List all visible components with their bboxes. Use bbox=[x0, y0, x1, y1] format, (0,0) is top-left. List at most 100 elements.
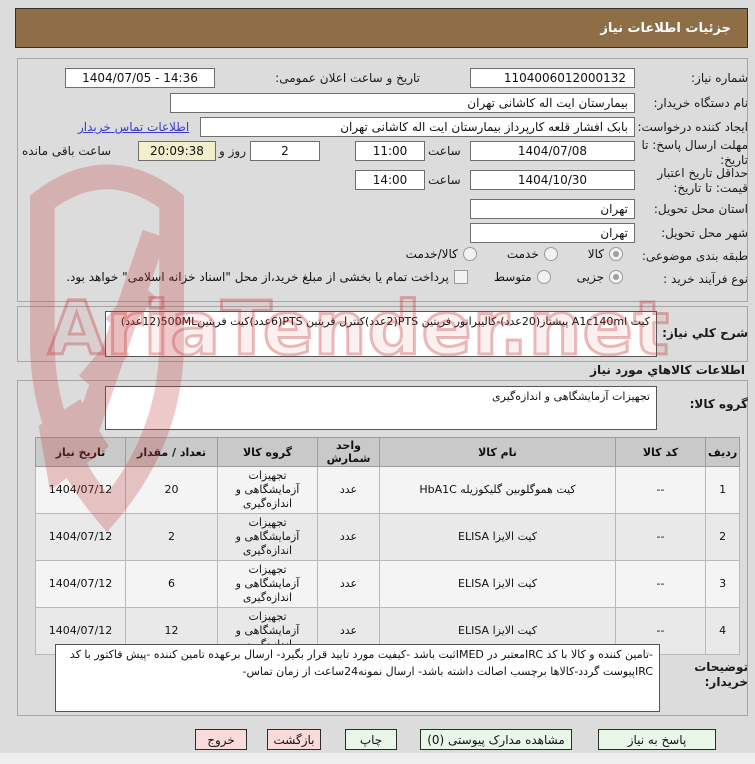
cell-need-date: 1404/07/12 bbox=[35, 560, 126, 608]
radio-goods-icon[interactable] bbox=[609, 247, 623, 261]
items-table: ردیف کد کالا نام کالا واحد شمارش گروه کا… bbox=[35, 437, 741, 655]
bottom-strip bbox=[0, 753, 755, 764]
goods-group-textarea[interactable]: تجهیزات آزمایشگاهی و اندازه‌گیری bbox=[105, 386, 657, 430]
page-title: جزئیات اطلاعات نیاز bbox=[600, 20, 731, 36]
treasury-checkbox-icon[interactable] bbox=[453, 270, 468, 284]
delivery-city-field[interactable]: تهران bbox=[470, 223, 635, 243]
cell-item-code: -- bbox=[615, 513, 706, 561]
radio-goods-service-icon[interactable] bbox=[462, 247, 477, 261]
radio-goods-label: کالا bbox=[587, 247, 604, 261]
hours-remaining-label: ساعت باقی مانده bbox=[22, 144, 112, 158]
validity-hour-label: ساعت bbox=[428, 173, 461, 187]
view-attached-docs-button[interactable]: مشاهده مدارک پیوستی (0) bbox=[420, 729, 572, 750]
table-row: 3 -- کیت الایزا ELISA عدد تجهیزات آزمایش… bbox=[35, 560, 741, 608]
need-summary-textarea[interactable]: کیت A1c140ml پیشتاز(20عدد)-کالیبراتور فر… bbox=[105, 311, 657, 357]
radio-minor-icon[interactable] bbox=[609, 270, 623, 284]
radio-option-minor[interactable]: جزیی bbox=[577, 270, 623, 284]
cell-quantity: 2 bbox=[125, 513, 218, 561]
page-title-bar: جزئیات اطلاعات نیاز bbox=[15, 8, 748, 48]
classification-options: کالا خدمت کالا/خدمت bbox=[406, 247, 623, 261]
deadline-hour-label: ساعت bbox=[428, 144, 461, 158]
need-number-field[interactable]: 1104006012000132 bbox=[470, 68, 635, 88]
table-row: 1 -- کیت هموگلوبین گلیکوزیله HbA1C عدد ت… bbox=[35, 466, 741, 514]
need-number-label: شماره نیاز: bbox=[691, 71, 748, 85]
days-remaining-field: 2 bbox=[250, 141, 320, 161]
radio-option-service[interactable]: خدمت bbox=[507, 247, 558, 261]
cell-item-code: -- bbox=[615, 560, 706, 608]
cell-row-number: 3 bbox=[704, 560, 741, 608]
radio-service-icon[interactable] bbox=[543, 247, 558, 261]
radio-service-label: خدمت bbox=[506, 247, 539, 261]
cell-quantity: 6 bbox=[125, 560, 218, 608]
deadline-time-field[interactable]: 11:00 bbox=[355, 141, 425, 161]
radio-option-goods[interactable]: کالا bbox=[588, 247, 623, 261]
cell-need-date: 1404/07/12 bbox=[35, 513, 126, 561]
process-type-label: نوع فرآیند خرید : bbox=[663, 272, 748, 286]
buyer-notes-textarea[interactable]: -تامین کننده و کالا با کد IRCمعتبر در IM… bbox=[55, 644, 660, 712]
delivery-city-label: شهر محل تحویل: bbox=[661, 226, 748, 240]
classification-label: طبقه بندی موضوعی: bbox=[641, 249, 748, 263]
radio-option-goods-service[interactable]: کالا/خدمت bbox=[406, 247, 477, 261]
cell-item-name: کیت الایزا ELISA bbox=[379, 560, 616, 608]
countdown-timer-field: 20:09:38 bbox=[138, 141, 216, 161]
cell-row-number: 2 bbox=[704, 513, 741, 561]
treasury-note-label: پرداخت تمام یا بخشی از مبلغ خرید،از محل … bbox=[66, 270, 449, 284]
cell-row-number: 1 bbox=[704, 466, 741, 514]
validity-date-field[interactable]: 1404/10/30 bbox=[470, 170, 635, 190]
cell-group: تجهیزات آزمایشگاهی و اندازه‌گیری bbox=[217, 560, 318, 608]
cell-unit: عدد bbox=[317, 513, 380, 561]
need-summary-panel bbox=[17, 306, 748, 362]
cell-unit: عدد bbox=[317, 560, 380, 608]
creator-field[interactable]: بابک افشار قلعه کارپرداز بیمارستان ایت ا… bbox=[200, 117, 635, 137]
creator-label: ایجاد کننده درخواست: bbox=[637, 120, 748, 134]
table-row: 2 -- کیت الایزا ELISA عدد تجهیزات آزمایش… bbox=[35, 513, 741, 561]
radio-goods-service-label: کالا/خدمت bbox=[405, 247, 458, 261]
need-summary-label: شرح کلي نیاز: bbox=[662, 326, 748, 340]
goods-group-label: گروه کالا: bbox=[689, 397, 748, 411]
treasury-checkbox-option[interactable]: پرداخت تمام یا بخشی از مبلغ خرید،از محل … bbox=[66, 270, 468, 284]
items-table-header-row: ردیف کد کالا نام کالا واحد شمارش گروه کا… bbox=[35, 437, 741, 467]
radio-minor-label: جزیی bbox=[576, 270, 604, 284]
cell-quantity: 20 bbox=[125, 466, 218, 514]
reply-to-need-button[interactable]: پاسخ به نیاز bbox=[598, 729, 716, 750]
price-validity-label: حداقل تاریخ اعتبار قیمت: تا تاریخ: bbox=[657, 166, 748, 195]
cell-item-name: کیت الایزا ELISA bbox=[379, 513, 616, 561]
days-and-label: روز و bbox=[219, 144, 246, 158]
print-button[interactable]: چاپ bbox=[345, 729, 397, 750]
back-button[interactable]: بازگشت bbox=[267, 729, 321, 750]
cell-group: تجهیزات آزمایشگاهی و اندازه‌گیری bbox=[217, 513, 318, 561]
col-item-name: نام کالا bbox=[379, 437, 616, 467]
col-need-date: تاریخ نیاز bbox=[35, 437, 126, 467]
process-type-options: جزیی متوسط پرداخت تمام یا بخشی از مبلغ خ… bbox=[66, 270, 623, 284]
main-form-panel bbox=[17, 58, 748, 302]
cell-unit: عدد bbox=[317, 466, 380, 514]
goods-section-title: اطلاعات کالاهاي مورد نیاز bbox=[590, 363, 745, 377]
exit-button[interactable]: خروج bbox=[195, 729, 247, 750]
col-quantity: تعداد / مقدار bbox=[125, 437, 218, 467]
deadline-label: مهلت ارسال پاسخ: تا تاریخ: bbox=[641, 138, 748, 167]
delivery-province-field[interactable]: تهران bbox=[470, 199, 635, 219]
radio-option-medium[interactable]: متوسط bbox=[494, 270, 551, 284]
cell-item-code: -- bbox=[615, 466, 706, 514]
buyer-notes-label: توضیحات خریدار: bbox=[694, 660, 748, 689]
col-item-code: کد کالا bbox=[615, 437, 706, 467]
validity-time-field[interactable]: 14:00 bbox=[355, 170, 425, 190]
goods-panel bbox=[17, 380, 748, 716]
radio-medium-label: متوسط bbox=[493, 270, 532, 284]
cell-need-date: 1404/07/12 bbox=[35, 466, 126, 514]
cell-group: تجهیزات آزمایشگاهی و اندازه‌گیری bbox=[217, 466, 318, 514]
buyer-org-field[interactable]: بیمارستان ایت اله کاشانی تهران bbox=[170, 93, 635, 113]
radio-medium-icon[interactable] bbox=[536, 270, 551, 284]
cell-item-name: کیت هموگلوبین گلیکوزیله HbA1C bbox=[379, 466, 616, 514]
buyer-org-label: نام دستگاه خریدار: bbox=[653, 96, 749, 110]
deadline-date-field[interactable]: 1404/07/08 bbox=[470, 141, 635, 161]
delivery-province-label: استان محل تحویل: bbox=[653, 202, 748, 216]
cell-row-number: 4 bbox=[704, 607, 741, 655]
col-unit: واحد شمارش bbox=[317, 437, 380, 467]
col-row-number: ردیف bbox=[704, 437, 741, 467]
announce-datetime-label: تاریخ و ساعت اعلان عمومی: bbox=[275, 71, 420, 85]
announce-datetime-field[interactable]: 1404/07/05 - 14:36 bbox=[65, 68, 215, 88]
buyer-contact-link[interactable]: اطلاعات تماس خریدار bbox=[78, 120, 190, 134]
col-group: گروه کالا bbox=[217, 437, 318, 467]
